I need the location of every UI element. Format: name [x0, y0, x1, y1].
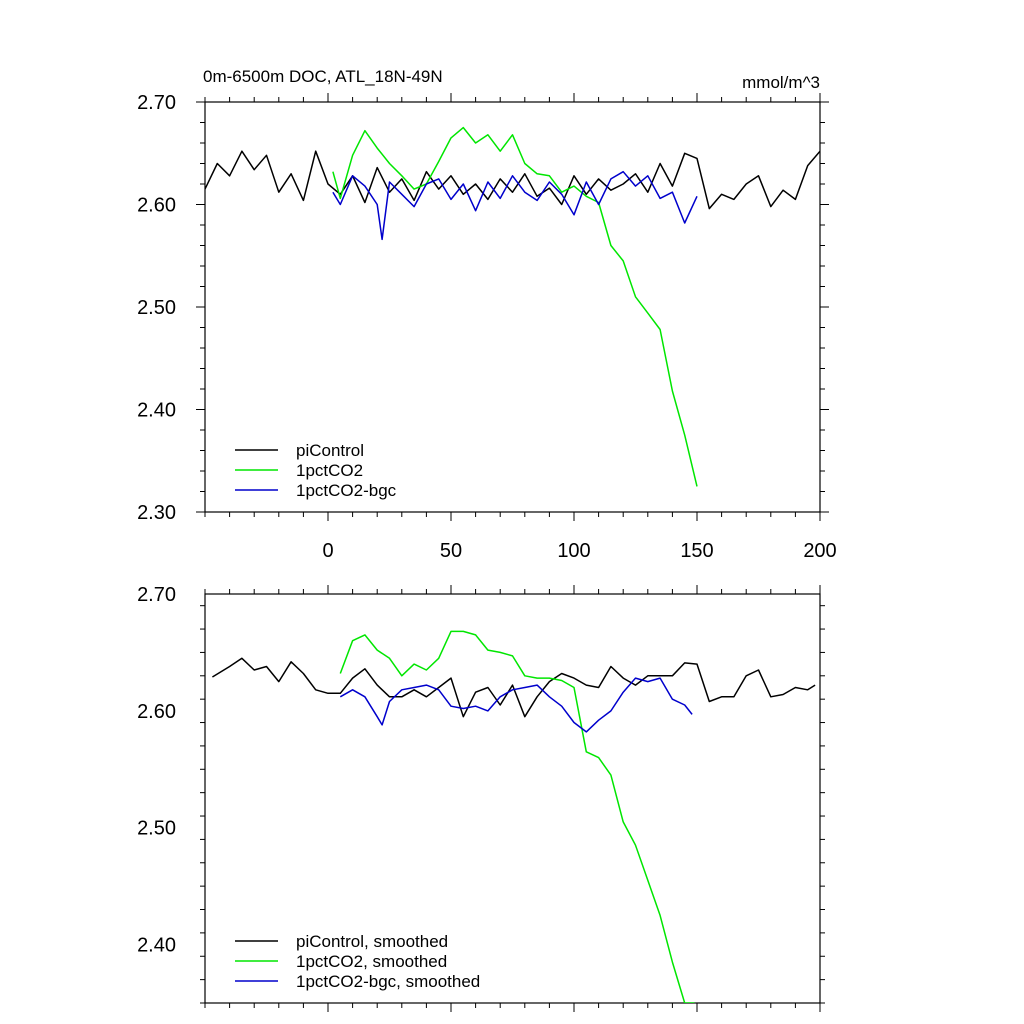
- series-line-picontrol-smoothed: [212, 657, 816, 718]
- legend-label: 1pctCO2-bgc, smoothed: [296, 972, 480, 991]
- plot-frame: [204, 593, 821, 1004]
- y-tick-label: 2.70: [137, 584, 176, 606]
- top-panel: 2.30 2.40 2.50 2.60 2.70 0 50 100 150 200 piContro…: [137, 92, 837, 562]
- series-line-1pctco2: [332, 126, 698, 487]
- chart-title: 0m-6500m DOC, ATL_18N-49N: [203, 67, 443, 86]
- x-tick-label: 0: [322, 540, 333, 562]
- y-tick-label: 2.30: [137, 502, 176, 524]
- units-label: mmol/m^3: [742, 73, 820, 92]
- legend-label: 1pctCO2, smoothed: [296, 952, 447, 971]
- legend-label: 1pctCO2-bgc: [296, 481, 397, 500]
- x-tick-label: 150: [680, 540, 713, 562]
- y-tick-label: 2.70: [137, 92, 176, 114]
- series-line-1pctco2-bgc: [332, 170, 698, 241]
- y-tick-label: 2.60: [137, 701, 176, 723]
- y-tick-label: 2.40: [137, 400, 176, 422]
- y-tick-label: 2.40: [137, 935, 176, 957]
- x-tick-label: 100: [557, 540, 590, 562]
- y-tick-label: 2.50: [137, 818, 176, 840]
- y-tick-label: 2.50: [137, 297, 176, 319]
- series-line-1pctco2-bgc-smoothed: [339, 677, 693, 733]
- y-tick-label: 2.60: [137, 195, 176, 217]
- series-line-picontrol: [205, 150, 820, 210]
- legend-label: piControl: [296, 441, 364, 460]
- legend-label: 1pctCO2: [296, 461, 363, 480]
- x-tick-label: 200: [803, 540, 836, 562]
- legend-label: piControl, smoothed: [296, 932, 448, 951]
- series-line-1pctco2-smoothed: [339, 630, 695, 1003]
- x-tick-label: 50: [440, 540, 462, 562]
